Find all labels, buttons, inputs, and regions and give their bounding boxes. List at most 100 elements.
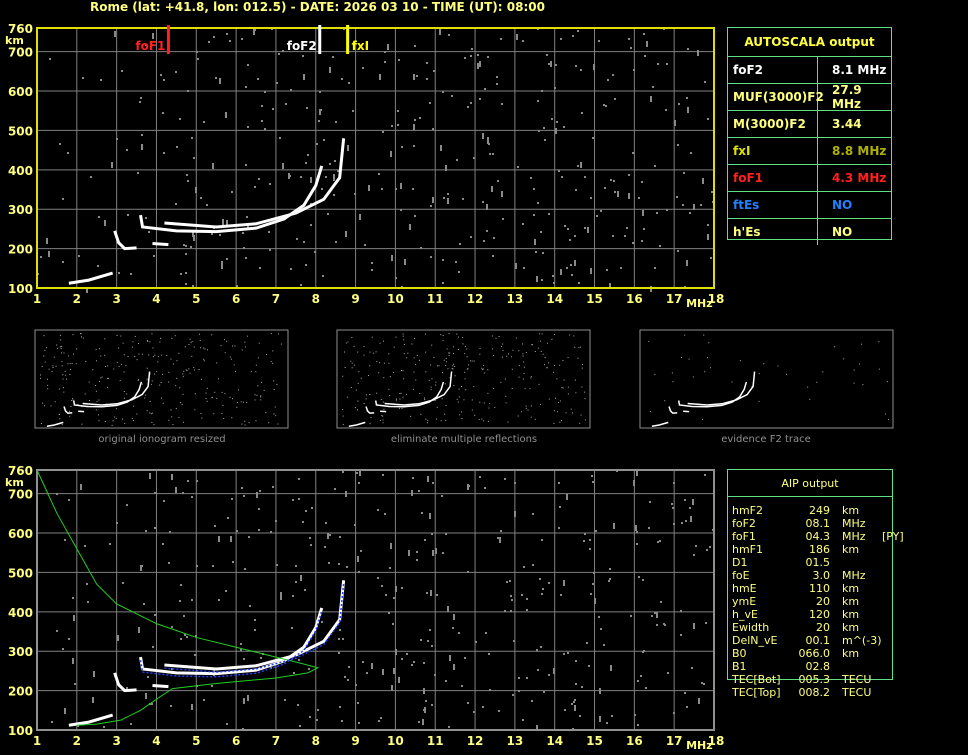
thumbnail-noise	[166, 354, 168, 356]
thumbnail-noise	[112, 420, 114, 422]
noise-dot	[649, 501, 651, 503]
noise-dot	[510, 595, 512, 597]
thumbnail-noise	[134, 335, 136, 337]
thumbnail-noise	[400, 370, 402, 372]
thumbnail-noise	[170, 409, 172, 411]
thumbnail-noise	[123, 354, 125, 356]
thumbnail-noise	[461, 386, 463, 388]
thumbnail-noise	[544, 357, 546, 359]
thumbnail-noise	[346, 396, 348, 398]
noise-dot	[537, 100, 539, 102]
autoscala-value: 8.1 MHz	[832, 63, 887, 77]
thumbnail-noise	[181, 403, 183, 405]
y-tick-label: 100	[8, 282, 33, 296]
thumbnail-noise	[562, 359, 564, 361]
thumbnail-noise	[123, 391, 125, 393]
thumbnail-noise	[369, 351, 371, 353]
noise-dot	[418, 721, 420, 723]
noise-dot	[426, 62, 428, 64]
thumbnail-noise	[395, 398, 397, 400]
thumbnail-noise	[193, 367, 195, 369]
noise-dot	[705, 622, 707, 624]
noise-dot	[429, 629, 431, 631]
noise-dot	[442, 259, 444, 261]
noise-dot	[504, 478, 506, 480]
autoscala-header: AUTOSCALA output	[728, 28, 891, 57]
thumbnail-noise	[530, 405, 532, 407]
noise-dot	[685, 520, 687, 522]
noise-dot	[633, 69, 635, 71]
noise-dot	[192, 285, 194, 287]
thumbnail-noise	[382, 415, 384, 417]
noise-dot	[270, 531, 272, 533]
autoscala-output-table: AUTOSCALA output foF2 8.1 MHz MUF(3000)F2 2…	[727, 27, 892, 245]
noise-dot	[501, 103, 503, 105]
noise-dot	[309, 716, 311, 718]
thumbnail-noise	[466, 348, 468, 350]
thumbnail-noise	[861, 343, 863, 345]
noise-dot	[504, 610, 506, 612]
thumbnail-noise	[505, 395, 507, 397]
noise-dot	[303, 74, 305, 80]
noise-dot	[488, 653, 490, 655]
noise-dot	[553, 282, 555, 284]
noise-dot	[390, 543, 392, 549]
thumbnail-noise	[145, 394, 147, 396]
autoscala-row: h'Es NO	[728, 219, 891, 245]
thumbnail-noise	[420, 413, 422, 415]
noise-dot	[426, 592, 428, 594]
noise-dot	[564, 709, 566, 711]
noise-dot	[127, 214, 129, 216]
thumbnail-noise	[648, 340, 650, 342]
thumbnail-noise	[81, 406, 83, 408]
noise-dot	[710, 257, 712, 259]
thumbnail-noise	[236, 402, 238, 404]
aip-flag: [PY]	[882, 530, 904, 543]
fitted-trace	[139, 610, 323, 678]
thumbnail-noise	[559, 421, 561, 423]
noise-dot	[693, 623, 695, 629]
noise-dot	[541, 593, 543, 595]
thumbnail-noise	[242, 401, 244, 403]
noise-dot	[590, 268, 592, 274]
thumbnail-noise	[136, 413, 138, 415]
x-tick-label: 3	[112, 292, 120, 306]
thumbnail-noise	[122, 342, 124, 344]
thumbnail-noise	[399, 398, 401, 400]
noise-dot	[171, 668, 173, 670]
noise-dot	[573, 701, 575, 703]
thumbnail-noise	[69, 373, 71, 375]
noise-dot	[413, 661, 415, 663]
thumbnail-noise	[73, 353, 75, 355]
noise-dot	[564, 225, 566, 227]
thumbnail-noise	[447, 368, 449, 370]
noise-dot	[539, 578, 541, 580]
noise-dot	[663, 623, 665, 625]
thumbnail-noise	[538, 383, 540, 385]
noise-dot	[432, 128, 434, 130]
thumbnail-noise	[132, 341, 134, 343]
noise-dot	[637, 724, 639, 726]
thumbnail-noise	[261, 381, 263, 383]
noise-dot	[599, 688, 601, 694]
noise-dot	[510, 610, 512, 612]
thumbnail-noise	[119, 379, 121, 381]
thumbnail-noise	[413, 357, 415, 359]
noise-dot	[322, 275, 324, 277]
thumbnail-noise	[342, 423, 344, 425]
echo-trace	[139, 607, 324, 676]
thumbnail-noise	[111, 424, 113, 426]
noise-dot	[420, 639, 422, 641]
noise-dot	[86, 287, 88, 293]
noise-dot	[666, 63, 668, 65]
x-tick-label: 14	[546, 734, 563, 748]
noise-dot	[258, 178, 260, 180]
noise-dot	[672, 507, 674, 509]
thumbnail-noise	[48, 368, 50, 370]
noise-dot	[333, 174, 335, 180]
thumbnail-noise	[523, 366, 525, 368]
thumbnail-noise	[55, 365, 57, 367]
noise-dot	[692, 499, 694, 505]
thumbnail-noise	[355, 389, 357, 391]
thumbnail-noise	[68, 355, 70, 357]
